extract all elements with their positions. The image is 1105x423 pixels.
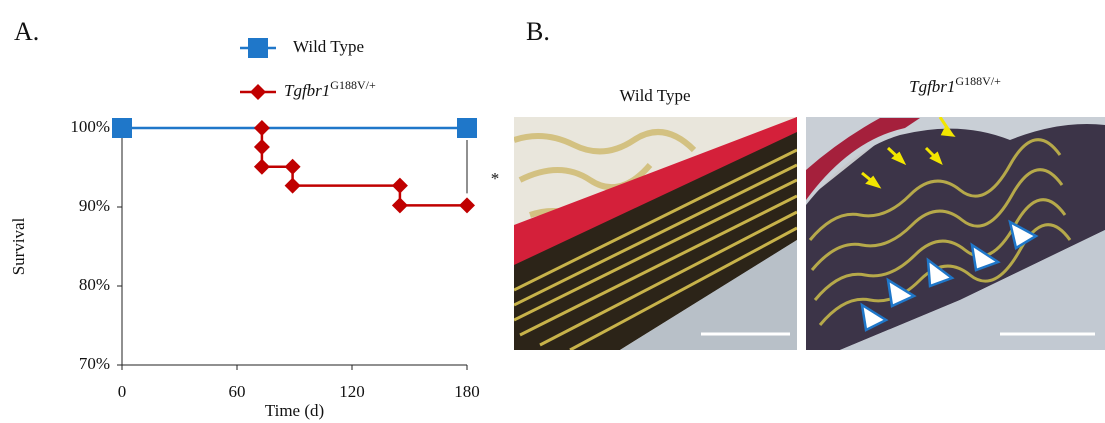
marker: [250, 84, 266, 100]
marker: [284, 177, 301, 194]
legend-name: Wild Type: [293, 37, 364, 56]
marker: [459, 197, 475, 214]
legend-sup: G188V/+: [330, 78, 376, 92]
image-title-main: Tgfbr1: [909, 77, 955, 96]
image-title: Tgfbr1G188V/+: [909, 74, 1001, 96]
panel-label: A.: [14, 17, 39, 46]
legend-label: Wild Type: [293, 37, 364, 56]
legend-label: Tgfbr1G188V/+: [284, 78, 376, 100]
y-tick-label: 90%: [79, 196, 110, 215]
y-axis-title: Survival: [9, 217, 28, 275]
marker: [253, 158, 270, 175]
marker: [391, 197, 408, 214]
histology-image: [514, 117, 797, 350]
panel-label: B.: [526, 17, 550, 46]
y-tick-label: 70%: [79, 354, 110, 373]
image-title-sup: G188V/+: [955, 74, 1001, 88]
x-tick-label: 60: [229, 382, 246, 401]
x-tick-label: 0: [118, 382, 127, 401]
marker: [253, 120, 270, 136]
marker: [112, 118, 132, 138]
marker: [253, 138, 270, 155]
legend-name: Tgfbr1: [284, 81, 330, 100]
marker: [457, 118, 477, 138]
marker: [248, 38, 268, 58]
x-axis-title: Time (d): [265, 401, 324, 420]
marker: [284, 158, 301, 175]
x-tick-label: 180: [454, 382, 480, 401]
image-title: Wild Type: [620, 86, 691, 105]
histology-image: [806, 117, 1105, 350]
marker: [391, 177, 408, 194]
y-tick-label: 80%: [79, 275, 110, 294]
x-tick-label: 120: [339, 382, 365, 401]
annotation: *: [491, 169, 500, 188]
y-tick-label: 100%: [70, 117, 110, 136]
